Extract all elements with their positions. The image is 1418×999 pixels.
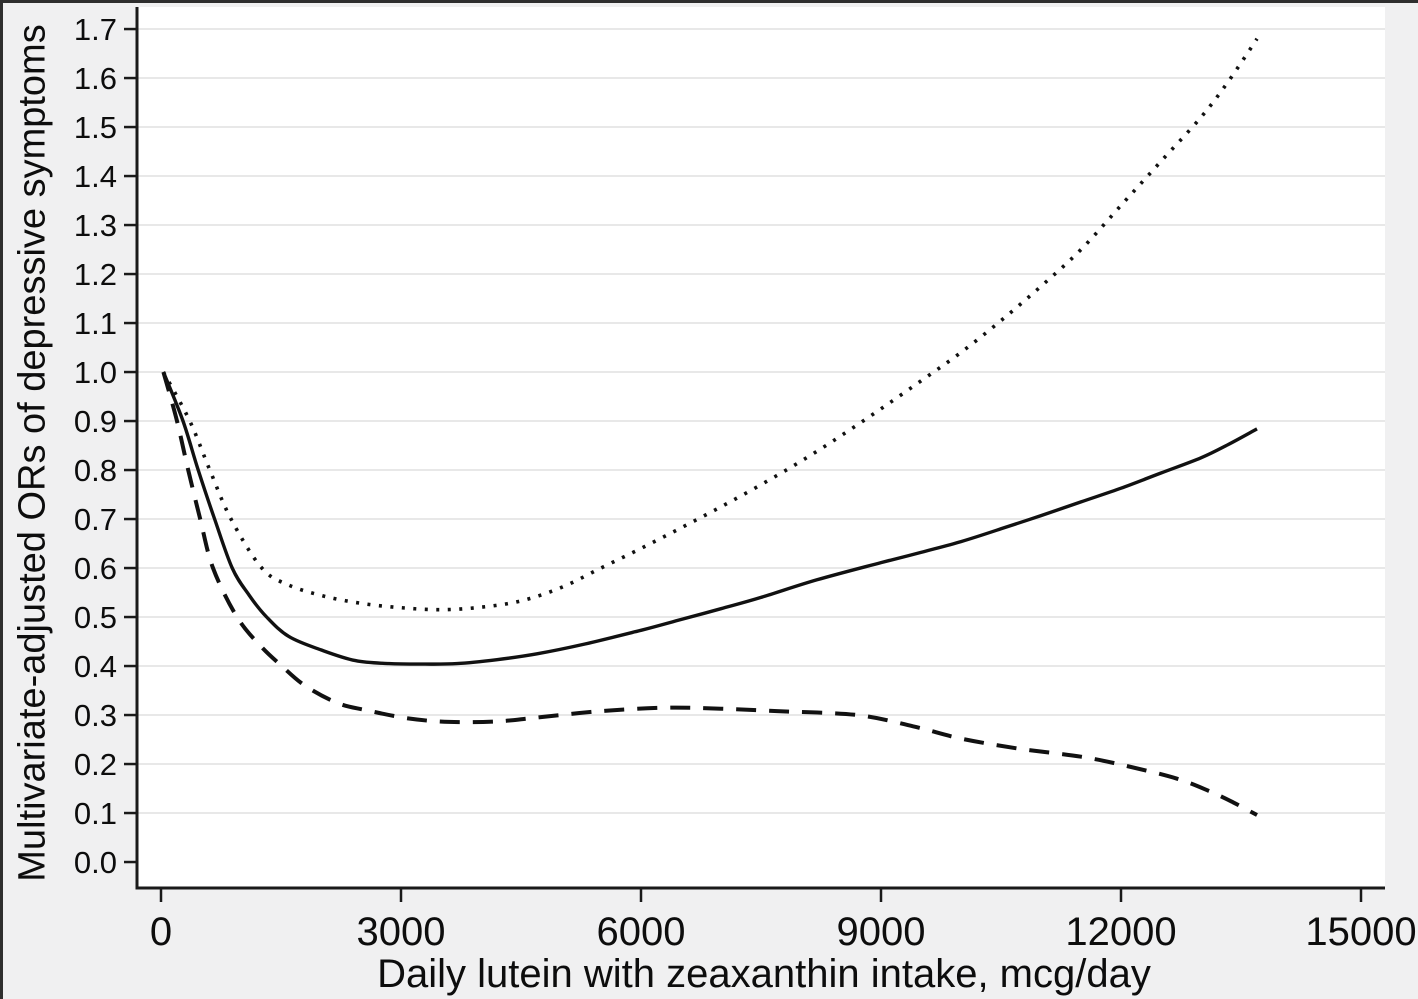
x-axis-title: Daily lutein with zeaxanthin intake, mcg…	[377, 952, 1151, 996]
y-tick-label: 0.8	[74, 453, 117, 488]
y-tick-label: 1.6	[74, 61, 117, 96]
y-tick-label: 1.1	[74, 306, 117, 341]
y-tick-label: 0.6	[74, 551, 117, 586]
y-tick-label: 0.4	[74, 649, 117, 684]
y-tick-label: 0.5	[74, 600, 117, 635]
x-tick-label: 15000	[1305, 910, 1416, 954]
y-tick-label: 1.3	[74, 208, 117, 243]
y-tick-label: 0.0	[74, 845, 117, 880]
series-line-dashed	[161, 371, 1258, 817]
y-axis-title: Multivariate-adjusted ORs of depressive …	[11, 24, 54, 882]
x-tick-label: 0	[150, 910, 172, 954]
y-tick-label: 1.0	[74, 355, 117, 390]
x-tick-label: 9000	[837, 910, 926, 954]
y-tick-label: 0.1	[74, 796, 117, 831]
series-line-solid	[161, 371, 1258, 666]
y-tick-label: 0.9	[74, 404, 117, 439]
y-tick-label: 1.4	[74, 159, 117, 194]
y-tick-label: 0.7	[74, 502, 117, 537]
y-tick-label: 0.3	[74, 698, 117, 733]
x-tick-label: 3000	[357, 910, 446, 954]
x-tick-label: 12000	[1065, 910, 1176, 954]
y-tick-label: 1.7	[74, 12, 117, 47]
y-tick-label: 0.2	[74, 747, 117, 782]
chart-canvas: 0.0 0.1 0.2 0.3 0.4 0.5 0.6 0.7 0.8 0.9 1.0 1.1 1.2 1…	[74, 7, 1417, 954]
y-tick-label: 1.2	[74, 257, 117, 292]
y-tick-label: 1.5	[74, 110, 117, 145]
plot-area	[137, 7, 1385, 888]
x-tick-label: 6000	[597, 910, 686, 954]
